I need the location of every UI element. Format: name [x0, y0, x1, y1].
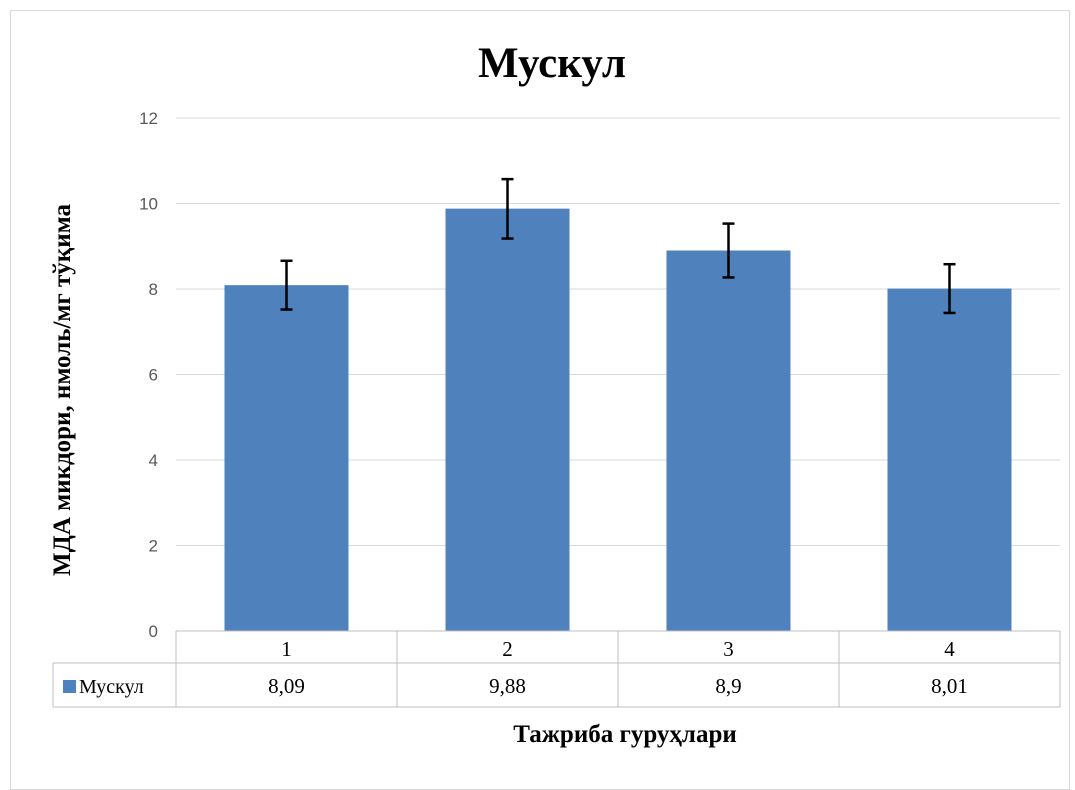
bars	[224, 208, 1012, 631]
y-tick-label: 6	[149, 366, 158, 385]
x-category-label: 4	[944, 637, 955, 661]
bar	[887, 288, 1012, 631]
legend-swatch	[63, 680, 76, 693]
x-category-label: 2	[502, 637, 513, 661]
y-tick-label: 0	[149, 622, 158, 641]
y-tick-label: 12	[139, 109, 158, 128]
data-table-value: 8,9	[715, 674, 741, 698]
data-table-value: 9,88	[489, 674, 526, 698]
data-table: 1 8,09 2 9,88 3 8,9 4 8,01 Мускул	[52, 630, 1061, 708]
y-tick-label: 2	[149, 537, 158, 556]
x-category-label: 3	[723, 637, 734, 661]
y-axis-title: МДА микдори, нмоль/мг тўқима	[49, 204, 76, 576]
bar	[224, 285, 349, 631]
legend-series-name: Мускул	[79, 676, 144, 698]
y-tick-label: 4	[149, 451, 158, 470]
x-category-label: 1	[281, 637, 292, 661]
error-bars	[280, 177, 956, 315]
y-tick-label: 8	[149, 280, 158, 299]
data-table-value: 8,01	[931, 674, 968, 698]
bar	[666, 250, 791, 631]
data-table-value: 8,09	[268, 674, 305, 698]
bar	[445, 208, 570, 631]
y-tick-label: 10	[139, 195, 158, 214]
chart-title: Мускул	[478, 40, 626, 87]
x-axis-title: Тажриба гуруҳлари	[513, 721, 737, 748]
y-axis-ticks: 0 2 4 6 8 10 12	[139, 109, 158, 641]
